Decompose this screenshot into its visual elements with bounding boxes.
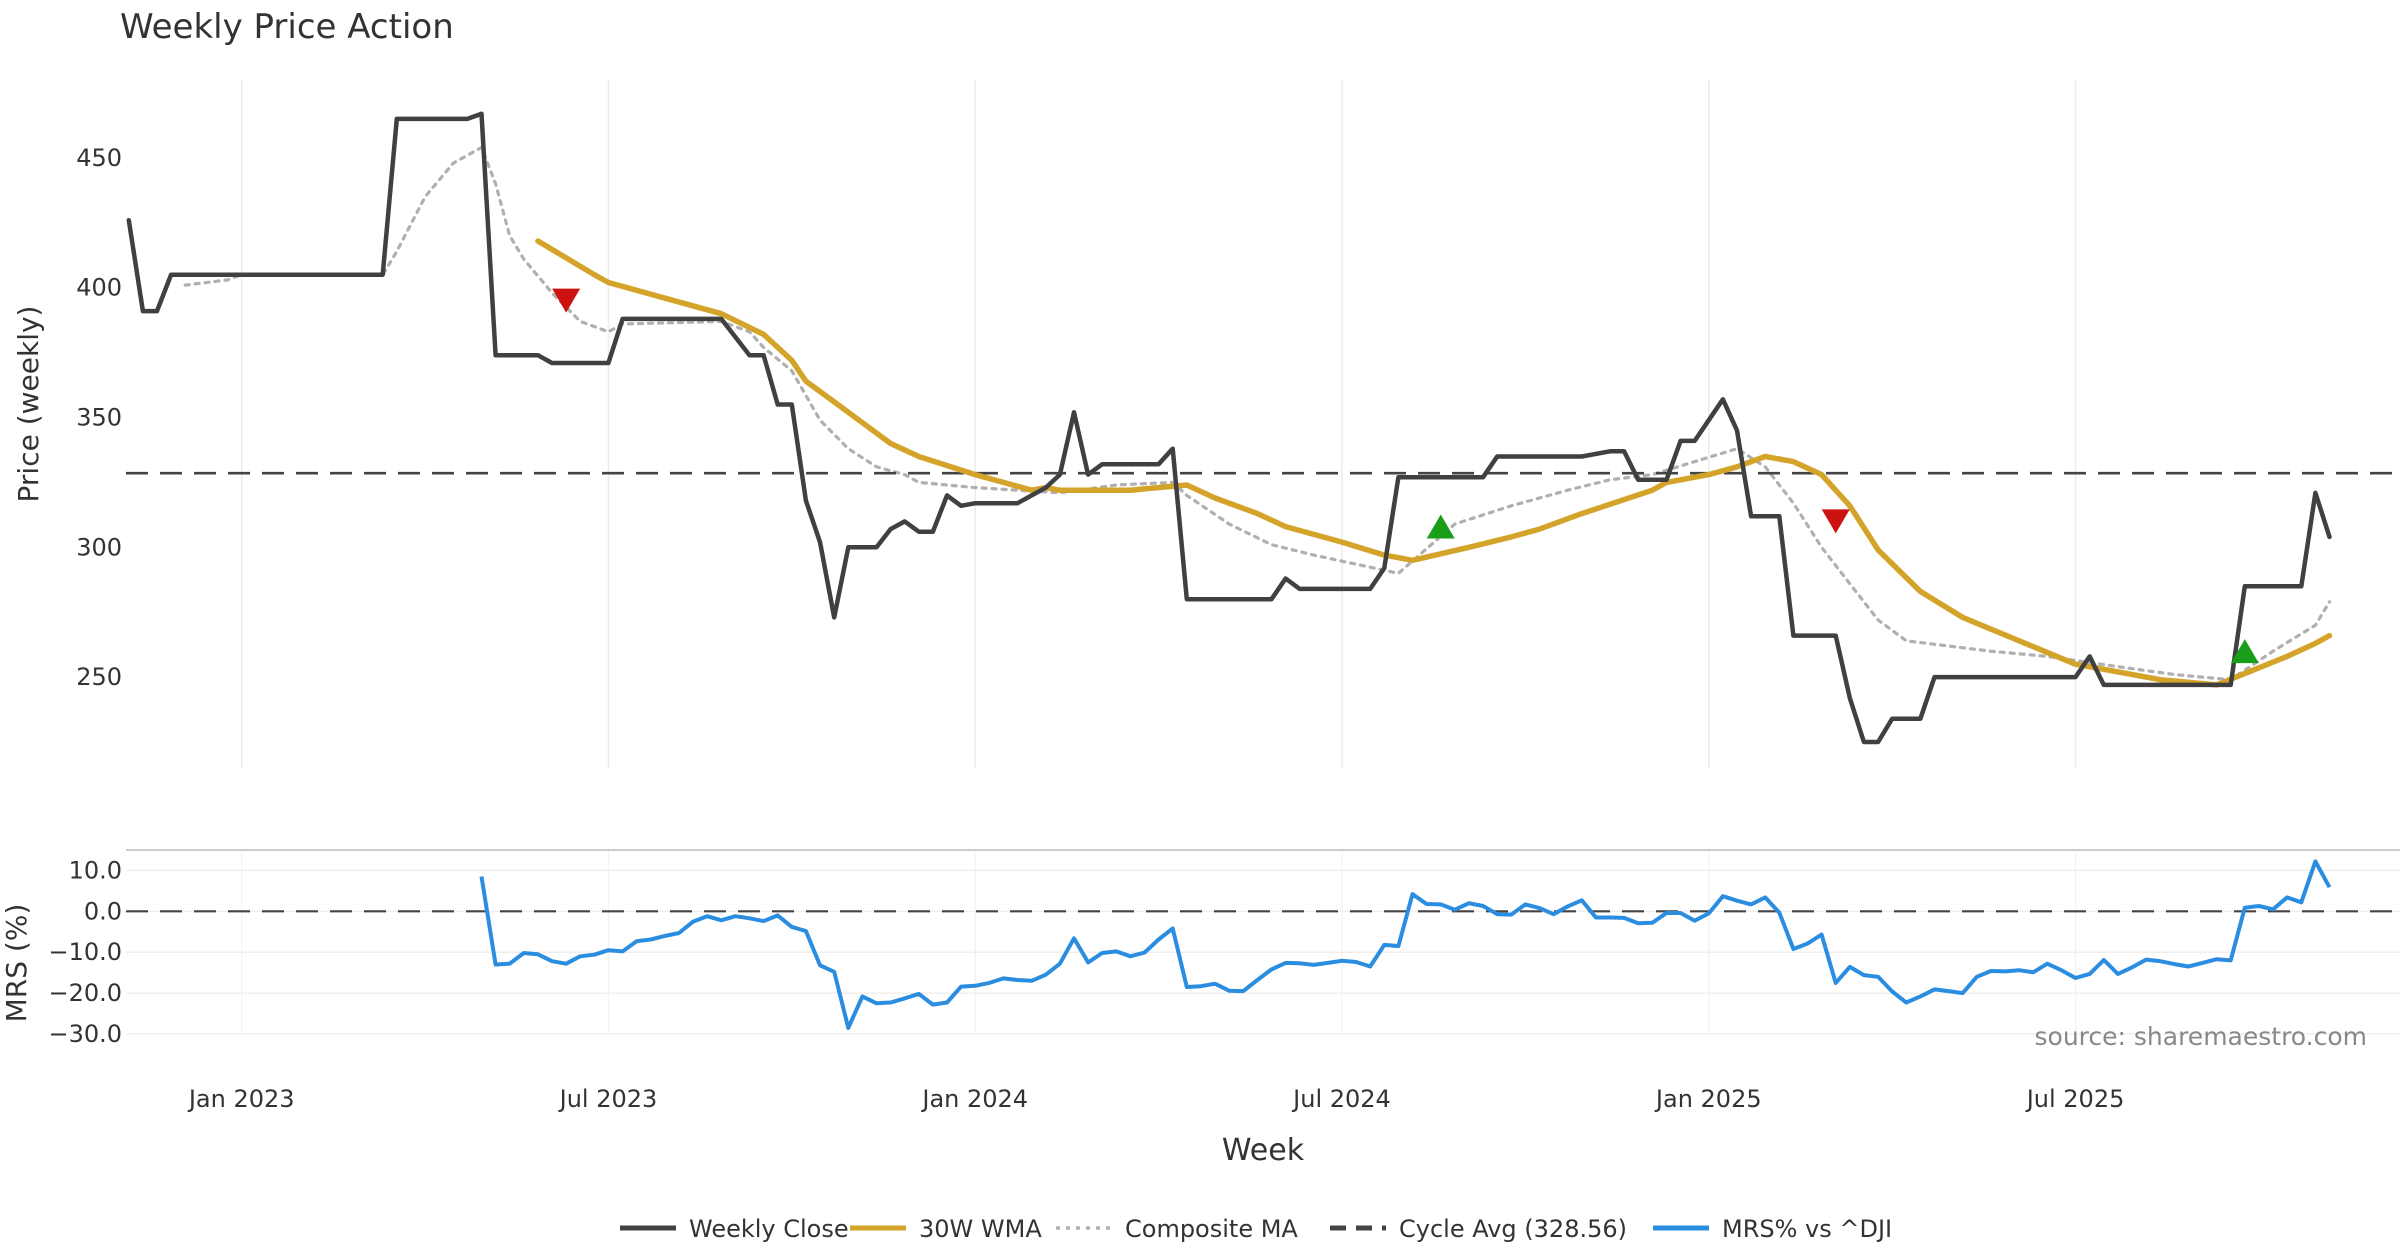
x-tick-label: Jul 2024 xyxy=(1291,1085,1391,1113)
price-y-tick-label: 350 xyxy=(76,404,122,432)
chart-title: Weekly Price Action xyxy=(120,7,454,47)
x-tick-label: Jul 2025 xyxy=(2025,1085,2125,1113)
mrs-series-group xyxy=(479,859,2332,1030)
mrs-y-tick-label: 10.0 xyxy=(69,856,122,884)
composite-ma-line xyxy=(183,145,2332,682)
price-y-tick-label: 450 xyxy=(76,144,122,172)
sell-signal-marker xyxy=(552,288,581,313)
sell-signal-marker xyxy=(1821,509,1850,534)
price-y-axis-label: Price (weekly) xyxy=(12,306,45,503)
x-axis-label: Week xyxy=(1222,1133,1305,1168)
price-y-tick-label: 250 xyxy=(76,663,122,691)
signal-markers xyxy=(552,288,2259,664)
x-tick-label: Jan 2024 xyxy=(920,1085,1028,1113)
30w-wma-line xyxy=(535,238,2333,688)
legend-label-weekly-close: Weekly Close xyxy=(689,1215,849,1243)
mrs-y-axis-label: MRS (%) xyxy=(0,904,33,1023)
mrs-y-ticks: 10.0 0.0 −10.0 −20.0 −30.0 xyxy=(48,856,122,1048)
x-axis-ticks: Jan 2023 Jul 2023 Jan 2024 Jul 2024 Jan 2025… xyxy=(187,1085,2125,1113)
price-y-tick-label: 400 xyxy=(76,274,122,302)
weekly-close-line xyxy=(126,111,2332,745)
buy-signal-marker xyxy=(2230,639,2259,664)
x-tick-label: Jan 2025 xyxy=(1654,1085,1762,1113)
mrs-vs-dji-line xyxy=(479,859,2332,1030)
x-tick-label: Jul 2023 xyxy=(558,1085,658,1113)
mrs-y-tick-label: −10.0 xyxy=(48,938,122,966)
legend-label-cycle-avg-328-56: Cycle Avg (328.56) xyxy=(1399,1215,1627,1243)
mrs-y-tick-label: −20.0 xyxy=(48,979,122,1007)
mrs-panel-grid xyxy=(126,849,2400,1035)
x-tick-label: Jan 2023 xyxy=(187,1085,295,1113)
chart-legend: Weekly Close 30W WMA Composite MA Cycle Avg… xyxy=(620,1215,1892,1243)
price-panel-grid xyxy=(240,80,2077,768)
price-y-ticks: 250 300 350 400 450 xyxy=(76,144,122,691)
mrs-y-tick-label: 0.0 xyxy=(84,897,122,925)
price-y-tick-label: 300 xyxy=(76,533,122,561)
legend-label-30w-wma: 30W WMA xyxy=(919,1215,1042,1243)
mrs-y-tick-label: −30.0 xyxy=(48,1020,122,1048)
legend-label-mrs-vs-dji: MRS% vs ^DJI xyxy=(1722,1215,1892,1243)
price-series-group xyxy=(126,111,2400,745)
source-credit: source: sharemaestro.com xyxy=(2035,1022,2368,1051)
legend-label-composite-ma: Composite MA xyxy=(1125,1215,1298,1243)
buy-signal-marker xyxy=(1426,514,1455,539)
